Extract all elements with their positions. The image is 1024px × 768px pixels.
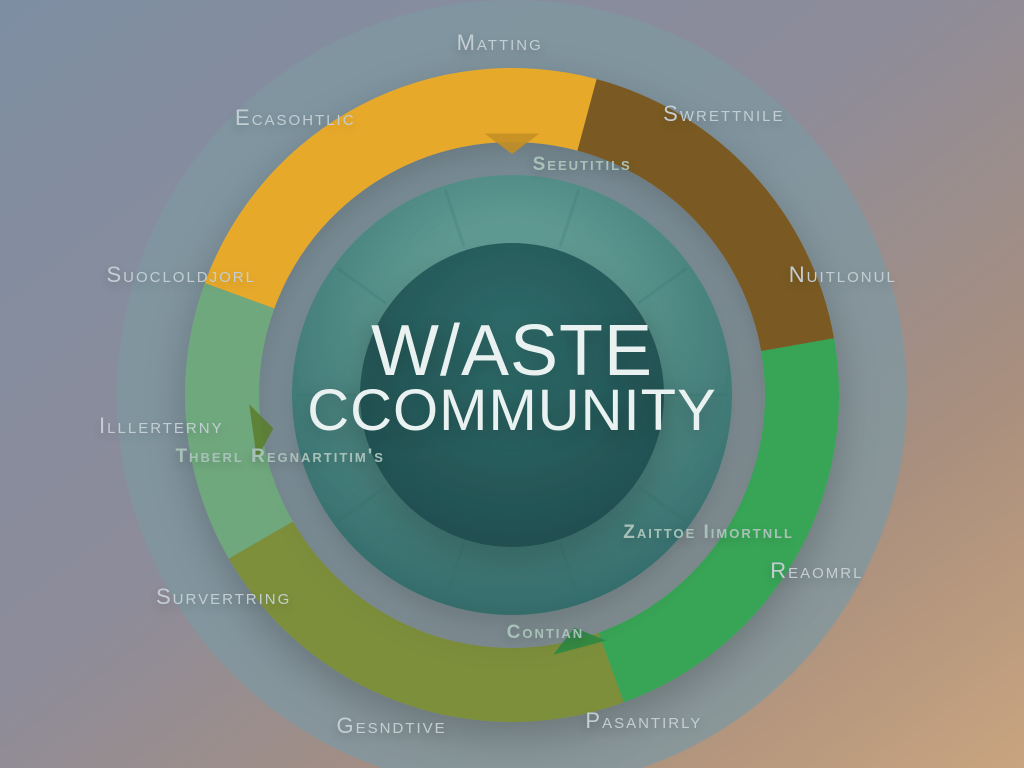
outer-label-7: Illlerterny bbox=[99, 413, 224, 439]
mid-label-0: Seeutitils bbox=[533, 154, 632, 176]
outer-label-6: Survertring bbox=[156, 584, 291, 610]
outer-label-4: Pasantirly bbox=[585, 708, 702, 734]
outer-label-0: Matting bbox=[457, 30, 543, 56]
center-title-line2: CCOMMUNITY bbox=[307, 384, 717, 437]
outer-label-2: Nuitlonul bbox=[789, 262, 897, 288]
outer-label-5: Gesndtive bbox=[337, 713, 447, 739]
outer-label-3: Reaomrl bbox=[770, 558, 863, 584]
mid-label-1: Zaittoe Iimortnll bbox=[623, 522, 794, 544]
center-title-line1: W/ASTE bbox=[307, 318, 717, 384]
outer-label-8: Suocloldjorl bbox=[106, 262, 256, 288]
outer-label-1: Swrettnile bbox=[663, 101, 784, 127]
center-title: W/ASTE CCOMMUNITY bbox=[307, 318, 717, 438]
diagram-canvas: W/ASTE CCOMMUNITY Matting Swrettnile Nuitl… bbox=[0, 0, 1024, 768]
mid-label-3: Thberl Regnartitim's bbox=[175, 446, 384, 468]
outer-label-9: Ecasohtlic bbox=[235, 105, 356, 131]
mid-label-2: Contian bbox=[507, 622, 585, 644]
